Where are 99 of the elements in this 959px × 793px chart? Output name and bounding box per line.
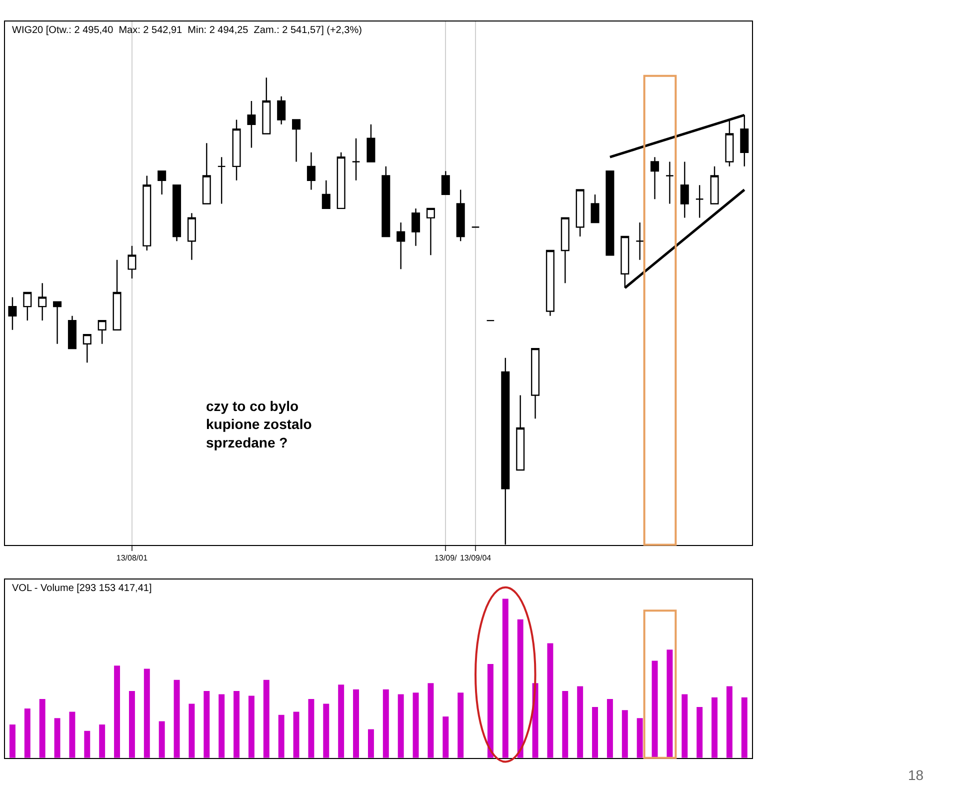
candlestick <box>456 189 465 242</box>
candlestick <box>262 77 271 134</box>
candlestick <box>172 184 182 242</box>
candlestick <box>710 166 719 204</box>
bar <box>353 689 360 758</box>
candlestick <box>680 161 689 218</box>
bar <box>696 706 703 758</box>
bar <box>24 708 30 758</box>
bar <box>84 730 90 758</box>
bar <box>293 712 300 758</box>
candlestick <box>636 222 644 260</box>
candlestick <box>560 217 570 284</box>
candlestick <box>352 138 360 182</box>
candlestick <box>322 180 330 210</box>
bar <box>218 694 225 758</box>
candlestick <box>606 170 614 256</box>
candlestick <box>112 259 122 330</box>
bar <box>9 724 16 758</box>
candlestick <box>38 282 47 322</box>
bar <box>144 668 150 758</box>
bar <box>428 683 434 758</box>
candlestick <box>516 394 525 471</box>
candlestick <box>232 119 241 182</box>
bar <box>458 692 464 758</box>
bar <box>263 680 270 758</box>
bar <box>114 666 120 758</box>
bar <box>158 721 165 758</box>
candlestick <box>247 100 256 148</box>
bar <box>188 704 195 758</box>
candlestick <box>277 96 286 125</box>
bar <box>323 704 330 758</box>
bar <box>652 660 658 758</box>
candlestick <box>8 296 17 330</box>
candlestick <box>412 208 420 246</box>
candlestick <box>531 348 540 420</box>
bar <box>666 650 673 758</box>
candlestick <box>382 166 390 238</box>
candlestick <box>650 156 660 200</box>
candlestick <box>68 315 76 350</box>
bar <box>636 718 643 758</box>
chart-title: WIG20 [Otw.: 2 495,40 Max: 2 542,91 Min: 2 494,25 Zam.: 2 541,57] (+2,3%) <box>12 25 362 36</box>
x-tick-label: 13/08/01 <box>116 553 148 562</box>
bar <box>517 619 524 758</box>
bar <box>39 698 46 758</box>
candlestick <box>546 250 554 316</box>
bar <box>741 697 748 758</box>
bar <box>278 714 284 758</box>
bar <box>487 664 494 758</box>
bar <box>174 680 180 758</box>
candlestick <box>426 208 435 256</box>
candlestick <box>187 212 196 260</box>
bar <box>547 643 554 758</box>
bar <box>592 706 598 758</box>
bar <box>502 598 508 758</box>
candlestick <box>53 301 62 345</box>
candlestick <box>576 189 584 238</box>
bar <box>128 691 135 758</box>
bar <box>682 694 688 758</box>
bar <box>398 694 404 758</box>
x-tick-label: 13/09/ <box>434 553 458 562</box>
candlestick <box>441 170 450 196</box>
candlestick <box>202 142 211 204</box>
bar <box>69 712 76 758</box>
candlestick <box>23 292 32 322</box>
candlestick <box>292 119 301 162</box>
bar <box>308 698 314 758</box>
chart-title: VOL - Volume [293 153 417,41] <box>12 583 152 594</box>
text: 18 <box>908 767 924 783</box>
bar <box>382 689 389 758</box>
bar <box>248 696 254 758</box>
bar <box>606 698 613 758</box>
bar <box>562 691 568 758</box>
candlestick <box>217 156 226 204</box>
candlestick <box>306 152 316 190</box>
candlestick <box>82 334 92 364</box>
candlestick <box>590 194 600 224</box>
bar <box>577 686 584 758</box>
bar <box>712 697 718 758</box>
candlestick <box>396 222 406 270</box>
bar <box>54 718 60 758</box>
candlestick <box>158 170 166 196</box>
bar <box>234 691 240 758</box>
bar <box>368 729 374 758</box>
candlestick <box>336 152 346 210</box>
bar <box>726 686 732 758</box>
bar <box>442 716 449 758</box>
bar <box>412 692 419 758</box>
x-tick-label: 13/09/04 <box>460 553 492 562</box>
candlestick <box>128 245 136 280</box>
candlestick <box>695 184 704 218</box>
candlestick <box>98 320 106 345</box>
candlestick <box>665 161 674 204</box>
bar <box>99 724 106 758</box>
candlestick <box>366 124 376 162</box>
candlestick <box>142 175 152 252</box>
bar <box>204 691 210 758</box>
bar <box>622 710 628 758</box>
annotation: czy to co bylo kupione zostalo sprzedane ? <box>206 398 312 450</box>
bar <box>338 684 344 758</box>
